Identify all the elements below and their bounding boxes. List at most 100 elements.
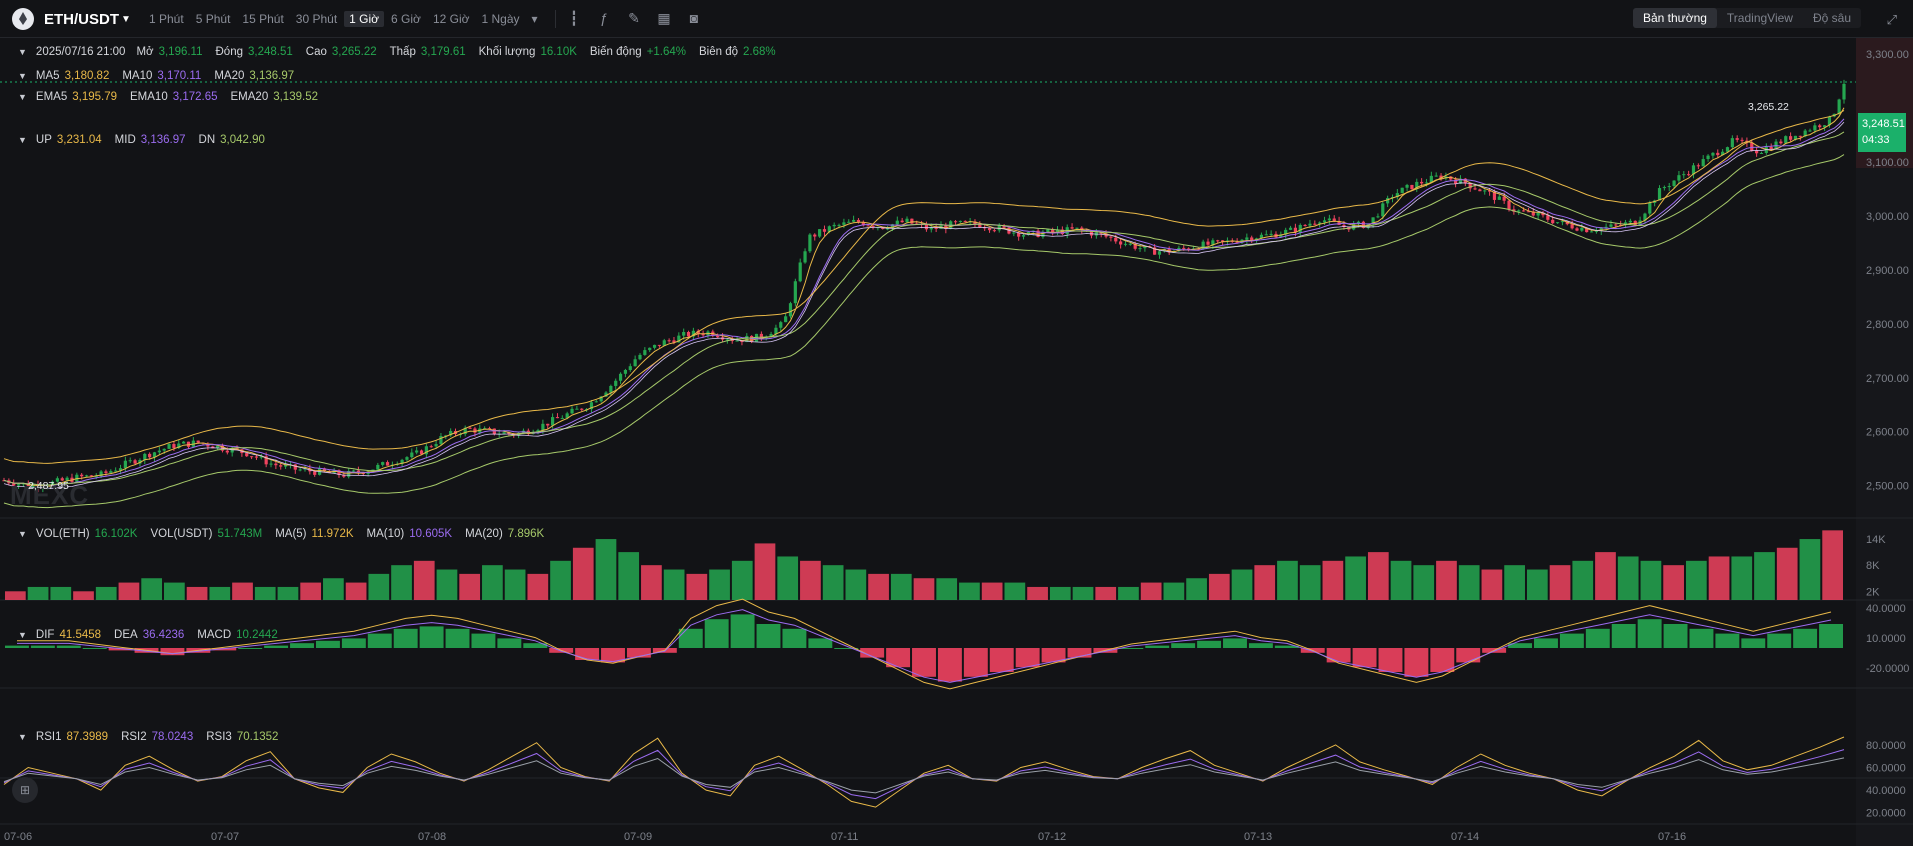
- volume-bar: [27, 586, 49, 600]
- candle-body: [1565, 221, 1569, 225]
- volume-bar: [1526, 569, 1548, 600]
- volume-bar: [731, 560, 753, 600]
- interval-tab-4[interactable]: 1 Giờ: [344, 11, 385, 27]
- candle-body: [779, 322, 783, 328]
- candle-body: [313, 471, 317, 475]
- vol-eth-label: VOL(ETH): [35, 528, 90, 540]
- candle-body: [1371, 217, 1375, 225]
- vol-legend: ▼ VOL(ETH) 16.102K VOL(USDT) 51.743M MA(5)…: [18, 528, 552, 540]
- chevron-down-icon[interactable]: ▼: [121, 14, 131, 25]
- volume-bar: [277, 586, 299, 600]
- candle-body: [138, 459, 142, 464]
- volume-bar: [1186, 578, 1207, 600]
- interval-tab-2[interactable]: 15 Phút: [242, 12, 284, 26]
- candle-body: [701, 333, 705, 336]
- fullscreen-icon[interactable]: ⤢: [1886, 12, 1897, 27]
- volume-bar: [391, 565, 412, 600]
- candle-body: [1779, 141, 1783, 144]
- interval-tab-3[interactable]: 30 Phút: [295, 12, 338, 26]
- macd-hist-bar: [393, 628, 418, 648]
- chevron-down-icon[interactable]: ▼: [18, 135, 27, 145]
- chevron-down-icon[interactable]: ▼: [18, 92, 27, 102]
- candle-body: [866, 225, 870, 227]
- macd-hist-bar: [1637, 619, 1662, 648]
- volume-bar: [459, 573, 481, 600]
- candle-body: [60, 478, 64, 481]
- rsi1-line: [3, 736, 1845, 808]
- macd-legend: ▼ DIF 41.5458 DEA 36.4236 MACD 10.2442: [18, 629, 286, 641]
- chevron-down-icon[interactable]: ▼: [18, 529, 27, 539]
- candle-body: [429, 446, 433, 448]
- chevron-down-icon[interactable]: ▾: [531, 12, 538, 26]
- volume-bar: [572, 547, 594, 600]
- candle-body: [473, 428, 477, 433]
- volume-bar: [73, 591, 94, 600]
- candle-body: [618, 373, 623, 381]
- time-tick-4: 07-11: [831, 831, 858, 843]
- candle-body: [1318, 222, 1322, 224]
- interval-tab-0[interactable]: 1 Phút: [149, 12, 184, 26]
- candle-body: [983, 227, 987, 229]
- open-label: Mở: [136, 46, 154, 58]
- candle-body: [1439, 175, 1443, 179]
- interval-tab-5[interactable]: 6 Giờ: [391, 12, 421, 26]
- candle-body: [1337, 221, 1341, 225]
- interval-tab-7[interactable]: 1 Ngày: [481, 12, 520, 26]
- candle-body: [109, 471, 113, 473]
- chevron-down-icon[interactable]: ▼: [18, 732, 27, 742]
- candle-body: [439, 436, 443, 445]
- high-marker: 3,265.22: [1748, 101, 1789, 113]
- candle-body: [551, 417, 555, 426]
- interval-tab-1[interactable]: 5 Phút: [195, 12, 231, 26]
- drawing-toggle-icon[interactable]: ⊞: [12, 777, 38, 803]
- candle-body: [1361, 221, 1365, 228]
- candle-body: [784, 316, 788, 323]
- volume-bar: [482, 565, 503, 600]
- candle-body: [1589, 231, 1594, 233]
- candle-body: [152, 452, 157, 458]
- mode-tab-2[interactable]: Độ sâu: [1812, 11, 1851, 25]
- chevron-down-icon[interactable]: ▼: [18, 71, 27, 81]
- volume-bar: [1367, 552, 1389, 600]
- candle-body: [245, 453, 249, 457]
- candle-type-icon[interactable]: ┇: [569, 10, 579, 26]
- rsi2-line: [3, 749, 1845, 800]
- candle-body: [575, 408, 579, 410]
- drawing-tools: ┇ ƒ ✎ ▦ ◙: [566, 10, 702, 26]
- pair-selector[interactable]: ETH/USDT: [44, 11, 119, 28]
- chevron-down-icon[interactable]: ▼: [18, 630, 27, 640]
- layout-grid-icon[interactable]: ▦: [657, 10, 671, 26]
- candle-body: [249, 456, 254, 458]
- volume-bar: [1663, 565, 1684, 600]
- ma-legend: ▼ MA5 3,180.82 MA10 3,170.11 MA20 3,136.97: [18, 70, 302, 82]
- volume-bar: [1118, 586, 1139, 600]
- candle-body: [1468, 183, 1472, 189]
- pencil-icon[interactable]: ✎: [628, 10, 640, 26]
- open-value: 3,196.11: [158, 46, 203, 58]
- candle-body: [648, 347, 652, 351]
- volume-bar: [1027, 586, 1048, 600]
- macd-hist-bar: [1793, 628, 1818, 648]
- candle-body: [589, 402, 594, 410]
- ohlc-legend: ▼ 2025/07/16 21:00 Mở 3,196.11 Đóng 3,248.…: [18, 46, 784, 58]
- vol-usdt-label: VOL(USDT): [150, 528, 213, 540]
- low-label: Thấp: [389, 46, 416, 58]
- mode-tab-0[interactable]: Bản thường: [1632, 8, 1717, 28]
- candle-body: [419, 450, 424, 455]
- volume-bar: [890, 573, 912, 600]
- interval-tab-6[interactable]: 12 Giờ: [432, 12, 470, 26]
- mode-tab-1[interactable]: TradingView: [1726, 11, 1793, 25]
- volume-bar: [1163, 582, 1185, 600]
- candle-body: [1206, 241, 1210, 245]
- macd-tick-1: 10.0000: [1866, 633, 1906, 645]
- candle-body: [1109, 236, 1113, 238]
- indicator-icon[interactable]: ƒ: [600, 10, 608, 26]
- candlestick-chart[interactable]: 3,300.00 3,100.00 3,000.00 2,900.00 2,800.00…: [0, 38, 1913, 846]
- chevron-down-icon[interactable]: ▼: [18, 47, 27, 57]
- rsi2-label: RSI2: [121, 731, 147, 743]
- candle-body: [1080, 227, 1084, 231]
- candle-body: [1138, 248, 1142, 250]
- candle-body: [1628, 220, 1632, 223]
- camera-icon[interactable]: ◙: [689, 10, 699, 26]
- volume-bar: [323, 578, 344, 600]
